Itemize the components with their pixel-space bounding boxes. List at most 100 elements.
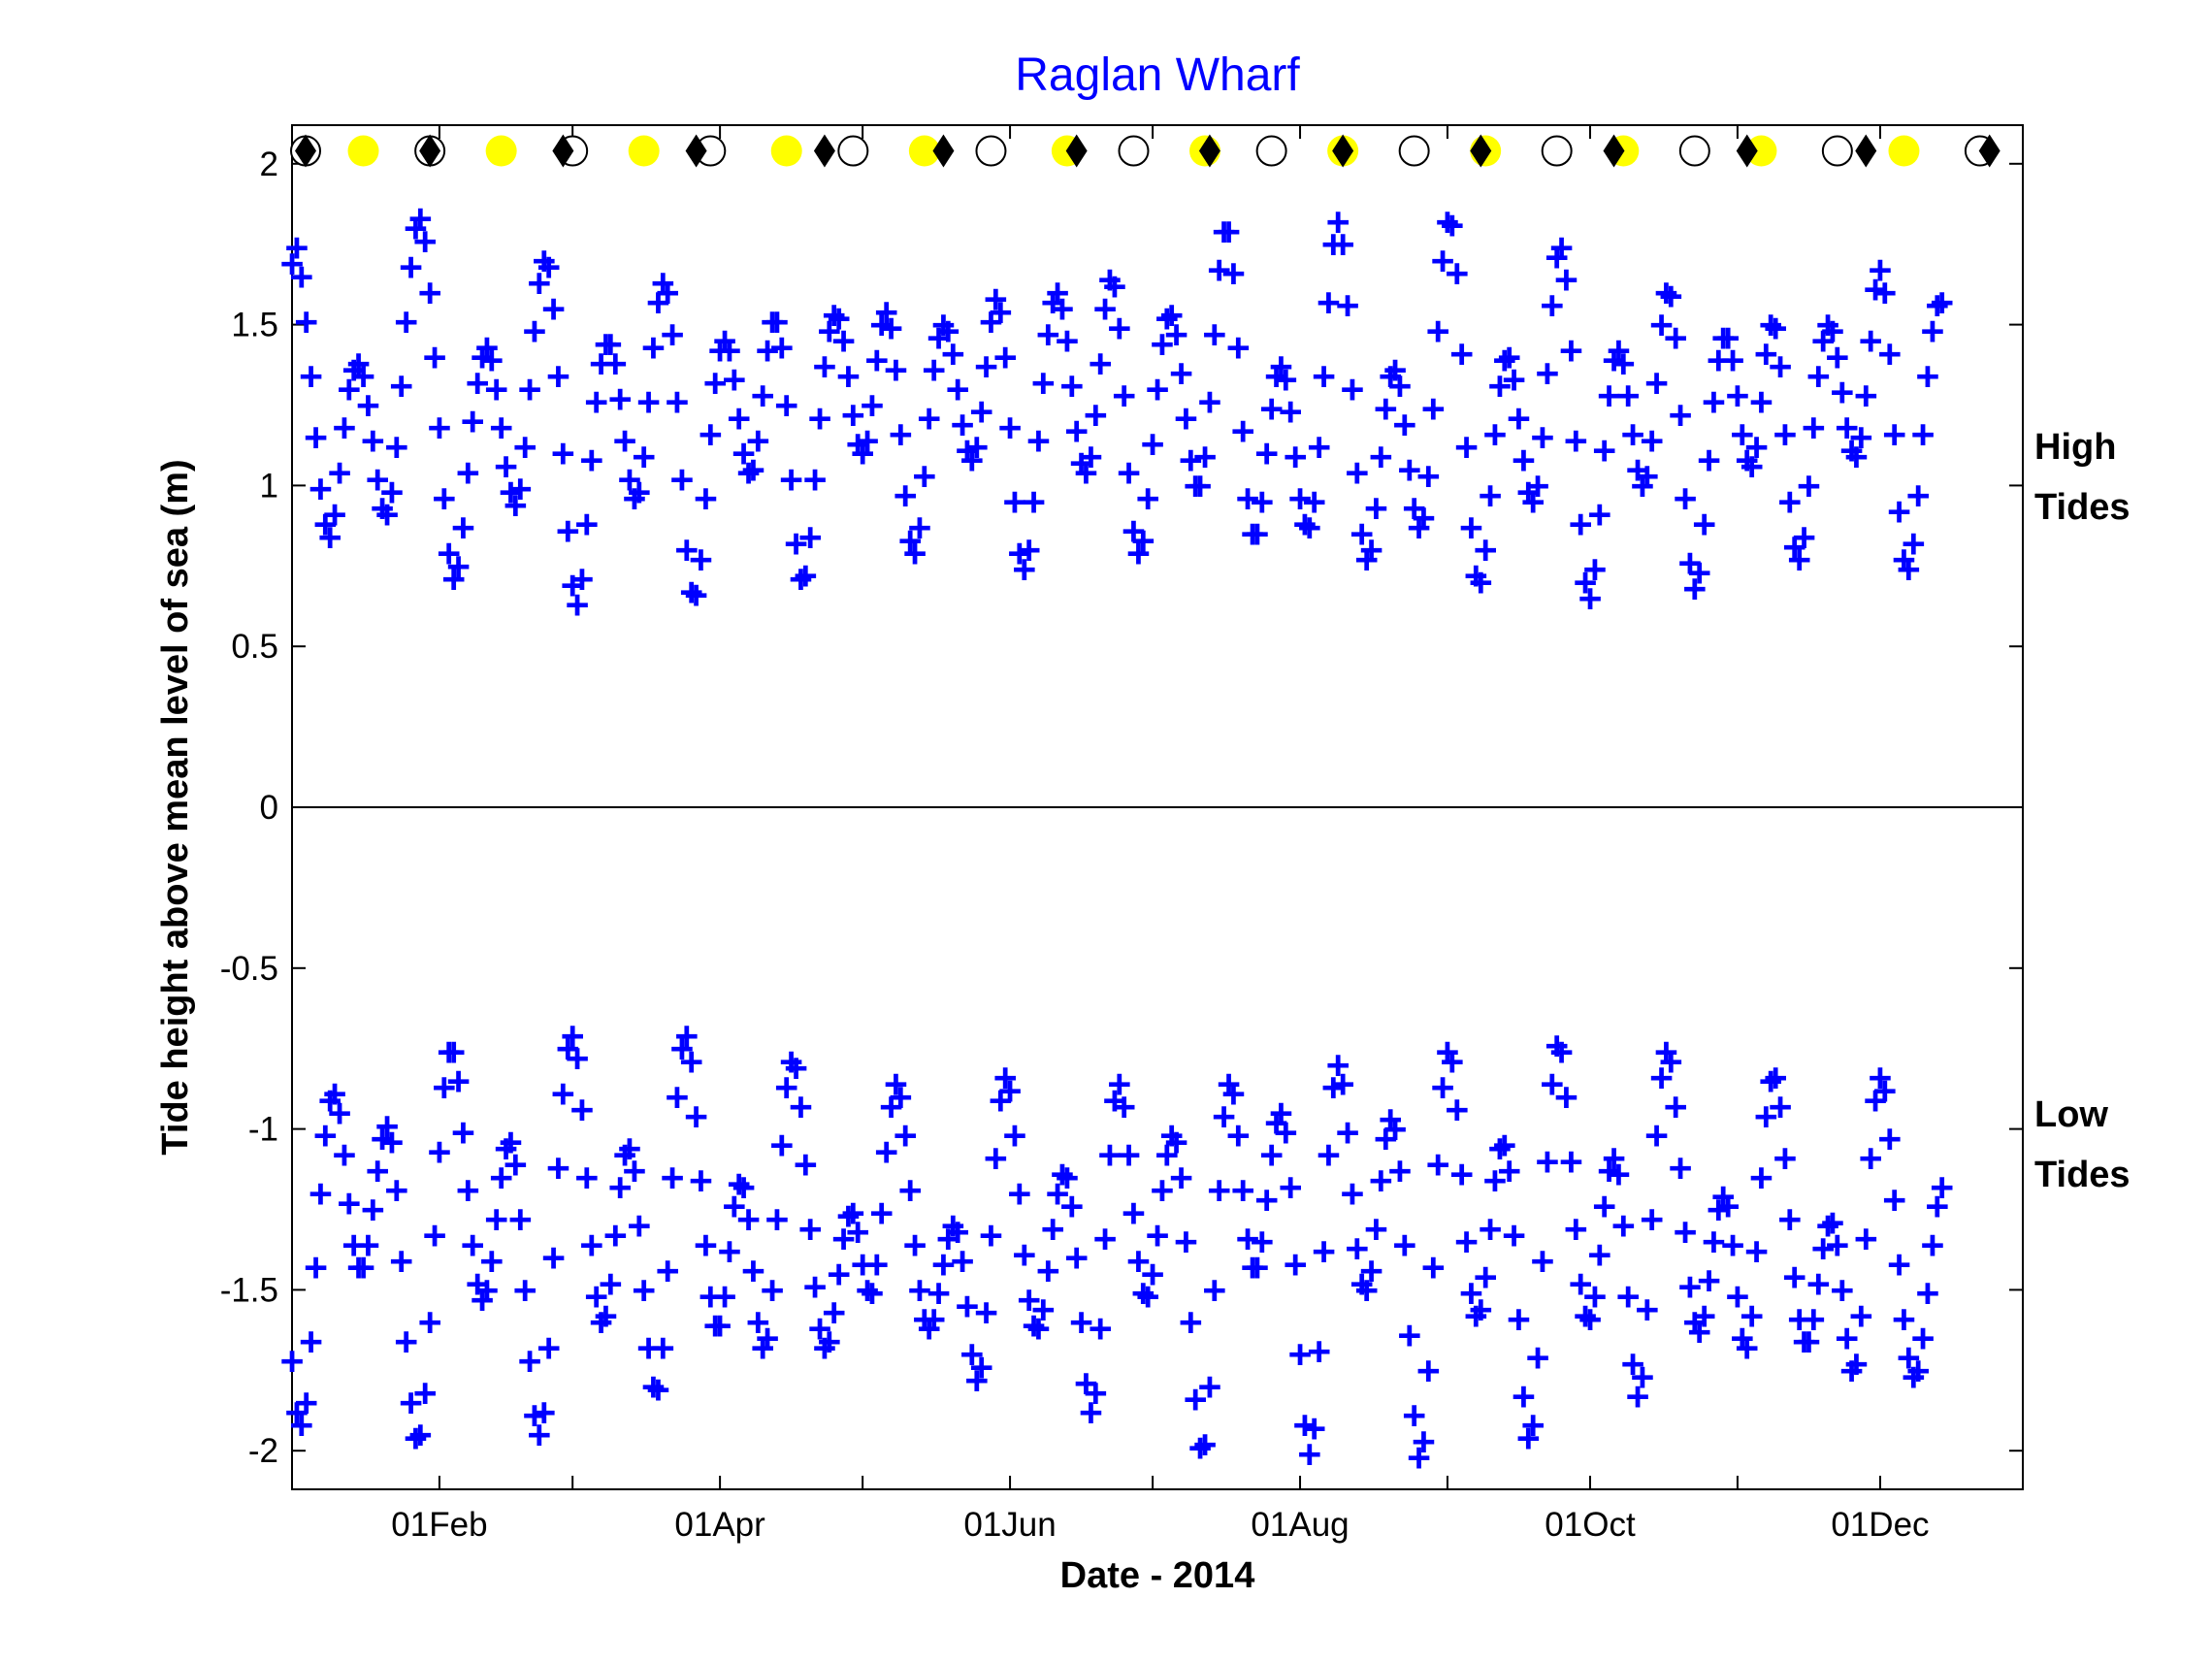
low-tide-point: + — [494, 1126, 518, 1173]
low-tide-point: + — [699, 1274, 723, 1321]
low-tide-point: + — [1287, 1332, 1312, 1379]
high-tide-point: + — [489, 406, 513, 452]
high-tide-point: + — [1545, 235, 1569, 281]
low-tide-point: + — [1687, 1310, 1711, 1356]
low-tide-point: + — [1387, 1149, 1412, 1195]
high-tide-point: + — [1022, 479, 1046, 526]
high-tide-point: + — [1902, 521, 1926, 568]
low-tide-point: + — [1954, 0, 1978, 10]
high-tide-point: + — [1740, 444, 1764, 491]
high-tide-point: + — [2001, 0, 2026, 10]
low-tide-point: + — [603, 1213, 628, 1259]
x-tick-label: 01Oct — [1545, 1506, 1636, 1544]
low-tide-point: + — [646, 1367, 670, 1414]
low-tide-point: + — [1897, 1335, 1921, 1382]
low-tide-point: + — [1744, 1229, 1769, 1276]
high-tide-point: + — [1897, 547, 1921, 594]
low-tide-point: + — [1012, 1232, 1036, 1279]
low-tide-point: + — [1892, 1296, 1916, 1343]
low-tide-point: + — [1707, 1188, 1731, 1234]
high-tide-point: + — [1449, 331, 1474, 377]
low-tide-point: + — [727, 1161, 751, 1208]
high-tide-point: + — [1197, 379, 1221, 426]
low-tide-point: + — [1302, 1406, 1326, 1452]
high-tide-point: + — [323, 492, 347, 538]
low-tide-point: + — [656, 1249, 680, 1295]
low-tide-point: + — [969, 1345, 993, 1391]
high-tide-point: + — [694, 476, 718, 523]
high-tide-point: + — [1397, 447, 1421, 494]
low-tide-point: + — [1212, 1093, 1236, 1140]
low-tide-point: + — [708, 1303, 732, 1350]
low-tide-point: + — [1345, 1225, 1369, 1272]
low-tide-point: + — [1107, 1061, 1131, 1108]
high-tide-point: + — [1849, 415, 1873, 462]
low-tide-point: + — [1479, 1206, 1503, 1253]
high-tide-point: + — [484, 367, 508, 413]
high-tide-point: + — [1492, 338, 1516, 384]
high-tide-point: + — [1611, 341, 1636, 387]
low-tide-point: + — [1949, 0, 1973, 10]
high-tide-point: + — [1997, 0, 2021, 10]
high-tide-point: + — [1079, 435, 1103, 481]
high-tide-point: + — [1112, 374, 1136, 420]
low-tide-point: + — [1992, 0, 2016, 10]
low-tide-point: + — [1022, 1303, 1046, 1350]
high-tide-point: + — [960, 438, 984, 484]
low-tide-point: + — [1735, 1325, 1759, 1372]
high-tide-point: + — [1930, 279, 1954, 326]
high-tide-point: + — [622, 476, 646, 523]
high-tide-point: + — [851, 431, 875, 477]
high-tide-point: + — [1759, 303, 1783, 349]
low-tide-point: + — [1492, 1123, 1516, 1169]
high-tide-point: + — [993, 335, 1018, 381]
low-tide-point: + — [1169, 1155, 1193, 1201]
high-tide-point: + — [418, 270, 442, 316]
low-tide-point: + — [1839, 1348, 1864, 1394]
full-moon-marker — [837, 135, 869, 167]
low-tide-point: + — [1911, 1316, 1936, 1362]
high-tide-point: + — [1097, 257, 1122, 304]
low-tide-point: + — [1578, 1296, 1602, 1343]
high-tide-point: + — [404, 206, 428, 252]
low-tide-point: + — [2010, 0, 2034, 10]
high-tide-point: + — [769, 325, 794, 372]
high-tide-point: + — [1597, 374, 1621, 420]
low-tide-point: + — [1379, 1097, 1403, 1144]
high-tide-point: + — [1697, 438, 1721, 484]
low-tide-point: + — [1431, 1064, 1455, 1111]
high-tide-point: + — [1968, 0, 1992, 10]
low-tide-point: + — [817, 1319, 841, 1365]
low-tide-point: + — [537, 1325, 561, 1372]
high-tide-point: + — [470, 335, 494, 381]
y-tick-label: 2 — [260, 146, 278, 183]
low-tide-point: + — [1621, 1342, 1645, 1388]
y-tick-label: -1 — [248, 1111, 278, 1149]
low-tide-point: + — [1392, 1223, 1416, 1269]
low-tide-point: + — [437, 1029, 461, 1076]
high-tide-point: + — [332, 406, 356, 452]
low-tide-point: + — [418, 1300, 442, 1347]
high-tide-point: + — [1392, 402, 1416, 448]
low-tide-point: + — [527, 1413, 551, 1459]
high-tide-point: + — [1012, 547, 1036, 594]
low-tide-point: + — [1250, 1220, 1274, 1266]
low-tide-point: + — [1939, 0, 1964, 10]
low-tide-point: + — [950, 1239, 974, 1286]
high-tide-point: + — [361, 418, 385, 465]
low-tide-point: + — [1754, 1093, 1778, 1140]
low-tide-point: + — [1145, 1213, 1169, 1259]
low-tide-point: + — [1815, 1203, 1839, 1250]
low-tide-point: + — [694, 1223, 718, 1269]
high-tide-point: + — [1535, 350, 1559, 397]
low-tide-point: + — [760, 1267, 784, 1314]
high-tide-point: + — [1764, 306, 1788, 352]
low-tide-point: + — [874, 1129, 898, 1176]
low-tide-point: + — [1055, 1155, 1079, 1201]
x-tick-label: 01Dec — [1831, 1506, 1929, 1544]
high-tide-point: + — [812, 344, 836, 391]
low-tide-point: + — [1944, 0, 1968, 10]
high-tide-point: + — [817, 309, 841, 355]
high-tide-point: + — [1169, 350, 1193, 397]
high-tide-point: + — [936, 309, 960, 355]
